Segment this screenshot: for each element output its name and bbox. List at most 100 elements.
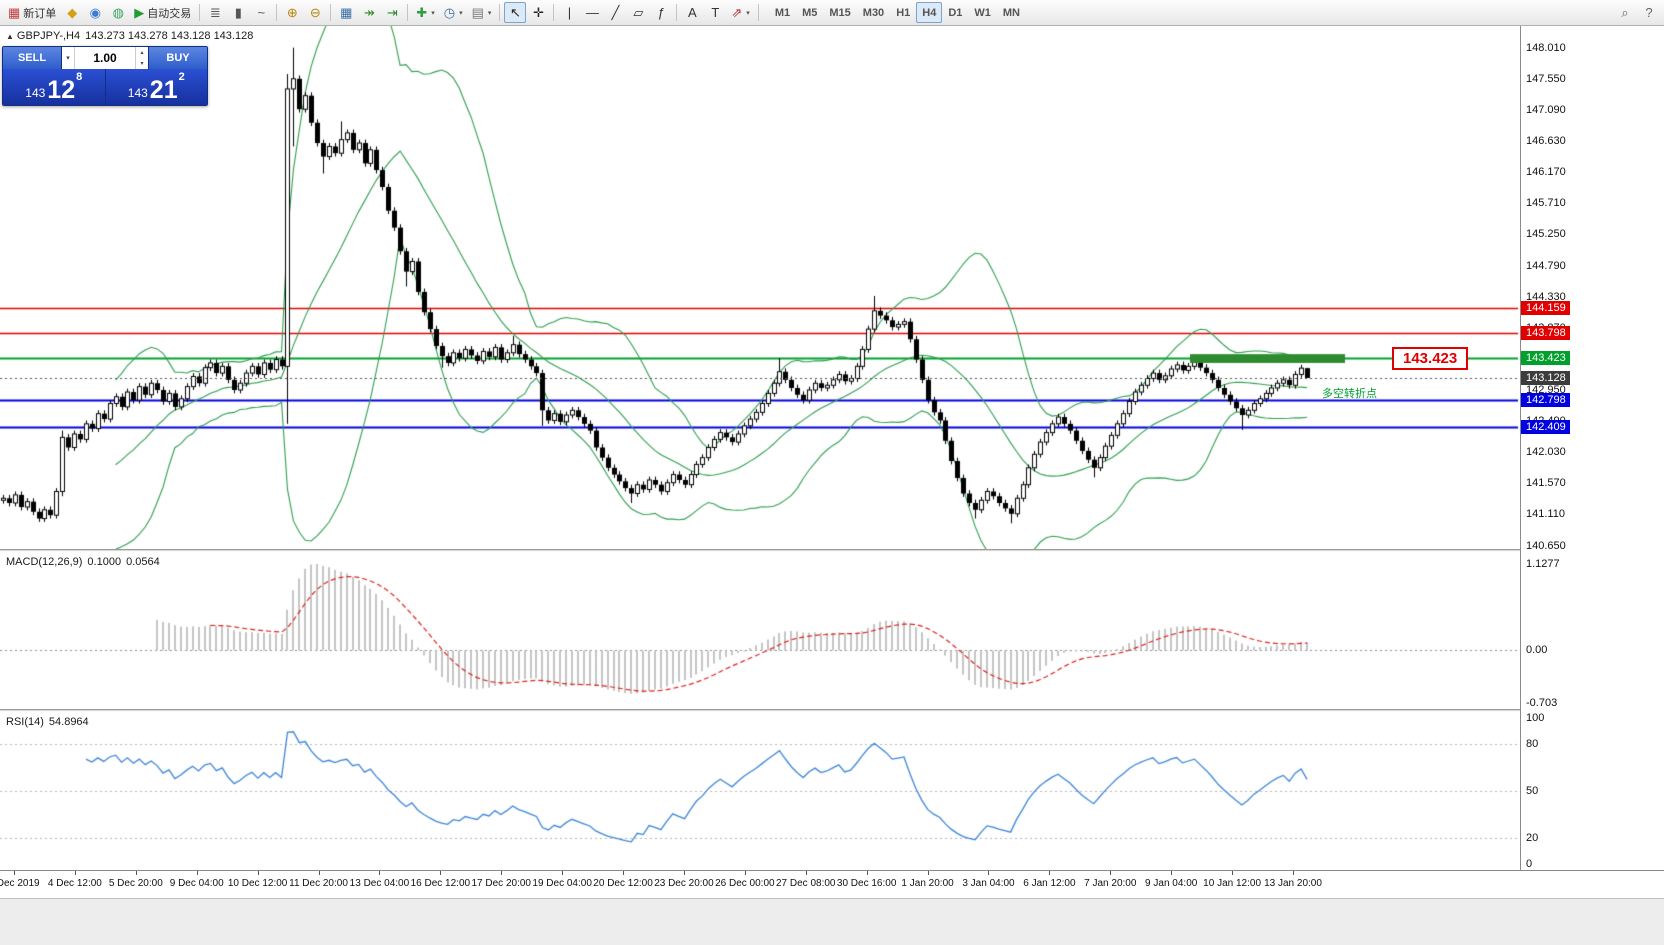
time-axis-tick	[623, 871, 624, 875]
price-label-annotation[interactable]: 143.423	[1392, 347, 1469, 370]
timeframe-mn[interactable]: MN	[1002, 6, 1020, 19]
time-axis-tick	[14, 871, 15, 875]
buy-price-sup: 2	[178, 71, 185, 83]
price-axis[interactable]: 148.010 147.550 147.090 146.630 146.170 145.7…	[1520, 26, 1664, 870]
tile-windows-button[interactable]: ▦	[335, 2, 357, 23]
time-axis-tick	[1171, 871, 1172, 875]
time-axis-label: 1 Jan 20:00	[901, 878, 954, 889]
volume-combo-arrow-icon[interactable]: ▾	[62, 47, 75, 69]
templates-button[interactable]: ▤ ▾	[468, 2, 496, 23]
sell-price-button[interactable]: 143 12 8	[3, 69, 105, 105]
buy-price-prefix: 143	[127, 86, 148, 100]
macd-signal-value: 0.0564	[126, 556, 160, 568]
buy-price-button[interactable]: 143 21 2	[106, 69, 208, 105]
time-axis-label: 5 Dec 20:00	[108, 878, 163, 889]
dropdown-caret-icon: ▾	[487, 9, 492, 17]
new-order-icon: ▦	[8, 5, 21, 20]
vertical-line-button[interactable]: |	[558, 2, 580, 23]
market-watch-button[interactable]: ◍	[107, 2, 129, 23]
price-axis-label: 146.630	[1526, 135, 1566, 148]
auto-scroll-button[interactable]: ↠	[358, 2, 380, 23]
search-button[interactable]: ⌕	[1614, 2, 1636, 23]
fibonacci-icon: ƒ	[657, 5, 665, 20]
time-axis[interactable]: 3 Dec 2019 4 Dec 12:00 5 Dec 20:00 9 Dec 04…	[0, 870, 1664, 898]
timeframe-w1[interactable]: W1	[974, 6, 991, 19]
fibonacci-button[interactable]: ƒ	[650, 2, 672, 23]
sell-button[interactable]: SELL	[3, 47, 61, 69]
time-axis-label: 10 Jan 12:00	[1203, 878, 1262, 889]
metaeditor-icon: ◆	[67, 5, 78, 20]
volume-spinner-up-icon[interactable]: ▴	[140, 50, 144, 56]
zoom-out-button[interactable]: ⊖	[304, 2, 326, 23]
dropdown-caret-icon: ▾	[431, 9, 435, 17]
time-axis-tick	[867, 871, 868, 875]
line-chart-mode-icon: ~	[257, 5, 266, 20]
bar-chart-mode-button[interactable]: ≣	[204, 2, 226, 23]
buy-price-big: 21	[149, 75, 178, 104]
candlestick-mode-button[interactable]: ▮	[227, 2, 249, 23]
macd-canvas[interactable]	[0, 552, 1520, 709]
line-chart-mode-button[interactable]: ~	[250, 2, 272, 23]
timeframe-h4[interactable]: H4	[916, 2, 943, 23]
macd-axis-label: 1.1277	[1526, 557, 1560, 570]
rsi-canvas[interactable]	[0, 712, 1520, 870]
zoom-in-button[interactable]: ⊕	[281, 2, 303, 23]
text-button[interactable]: A	[681, 2, 703, 23]
trade-panel-header-row: SELL ▾ ▴ ▾ BUY	[3, 47, 207, 69]
cursor-icon: ↖	[509, 5, 521, 20]
time-axis-label: 20 Dec 12:00	[593, 878, 653, 889]
horizontal-line-icon: —	[585, 5, 599, 20]
chart-shift-button[interactable]: ⇥	[381, 2, 403, 23]
periods-button[interactable]: ◷ ▾	[440, 2, 467, 23]
dropdown-caret-icon: ▾	[459, 9, 463, 17]
help-icon: ?	[1645, 5, 1653, 20]
text-icon: A	[688, 5, 697, 20]
text-label-button[interactable]: T	[704, 2, 726, 23]
expert-advisors-button[interactable]: ◉	[84, 2, 106, 23]
panel-splitter[interactable]	[0, 709, 1664, 712]
main-chart-canvas[interactable]	[0, 26, 1520, 549]
new-order-button[interactable]: ▦ 新订单	[4, 2, 60, 23]
timeframe-h1[interactable]: H1	[896, 6, 911, 19]
timeframe-d1[interactable]: D1	[948, 6, 963, 19]
price-axis-label: 141.110	[1526, 508, 1565, 521]
timeframe-m1[interactable]: M1	[774, 6, 791, 19]
toolbar-separator	[757, 4, 759, 21]
cursor-button[interactable]: ↖	[504, 2, 527, 23]
time-axis-label: 16 Dec 12:00	[410, 878, 471, 889]
volume-spinner: ▴ ▾	[135, 47, 148, 69]
volume-spinner-down-icon[interactable]: ▾	[140, 61, 144, 67]
time-axis-label: 3 Dec 2019	[0, 878, 40, 889]
channel-button[interactable]: ▱	[627, 2, 649, 23]
timeframe-m30[interactable]: M30	[862, 6, 885, 19]
time-axis-tick	[501, 871, 502, 875]
price-badge: 144.159	[1521, 301, 1570, 316]
auto-trading-button[interactable]: ▶ 自动交易	[130, 2, 195, 23]
toolbar-separator	[199, 4, 201, 21]
help-button[interactable]: ?	[1638, 2, 1660, 23]
buy-button[interactable]: BUY	[149, 47, 207, 69]
panel-splitter[interactable]	[0, 549, 1664, 552]
turning-point-text[interactable]: 多空转折点	[1322, 388, 1377, 400]
symbol-header: ▲ GBPJPY-,H4 143.273 143.278 143.128 143.1…	[6, 30, 253, 42]
timeframe-m5[interactable]: M5	[802, 6, 818, 19]
price-badge: 143.798	[1521, 325, 1570, 340]
timeframe-m15[interactable]: M15	[829, 6, 851, 19]
text-label-icon: T	[711, 5, 720, 20]
time-axis-label: 4 Dec 12:00	[47, 878, 102, 889]
trendline-button[interactable]: ╱	[604, 2, 626, 23]
indicators-button[interactable]: ✚ ▾	[412, 2, 438, 23]
tile-windows-icon: ▦	[340, 5, 353, 20]
macd-header: MACD(12,26,9) 0.1000 0.0564	[6, 556, 160, 568]
time-axis-tick	[1049, 871, 1050, 875]
one-click-trade-panel: SELL ▾ ▴ ▾ BUY 143 12 8 143 21 2	[2, 46, 208, 106]
crosshair-button[interactable]: ✛	[527, 2, 549, 23]
volume-input[interactable]	[75, 47, 135, 69]
arrows-button[interactable]: ⇗ ▾	[727, 2, 753, 23]
horizontal-line-button[interactable]: —	[581, 2, 603, 23]
auto-trading-button-label: 自动交易	[147, 7, 192, 20]
price-axis-label: 140.650	[1526, 539, 1566, 552]
metaeditor-button[interactable]: ◆	[61, 2, 83, 23]
time-axis-label: 13 Dec 04:00	[349, 878, 410, 889]
